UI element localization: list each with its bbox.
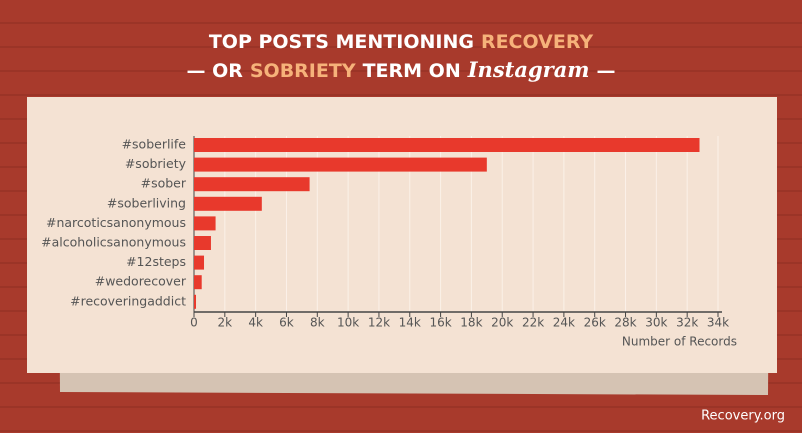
- bar: [194, 275, 202, 290]
- title-segment: Instagram: [467, 57, 590, 82]
- bar: [194, 157, 487, 172]
- y-tick-label: #recoveringaddict: [70, 293, 186, 308]
- bar: [194, 255, 205, 270]
- bar: [194, 294, 197, 309]
- x-tick-label: 18k: [460, 316, 482, 330]
- x-tick-label: 6k: [279, 316, 294, 330]
- bar: [194, 177, 310, 192]
- x-tick-label: 14k: [399, 316, 421, 330]
- y-tick-label: #sobriety: [125, 156, 187, 171]
- title-segment: SOBRIETY: [250, 60, 356, 82]
- x-tick-label: 10k: [337, 316, 359, 330]
- x-tick-label: 22k: [522, 316, 544, 330]
- x-tick-label: 0: [190, 316, 198, 330]
- bar: [194, 236, 211, 250]
- y-tick-label: #alcoholicsanonymous: [41, 235, 186, 250]
- x-tick-label: 28k: [614, 316, 636, 330]
- x-tick-label: 34k: [707, 316, 729, 330]
- x-tick-label: 12k: [368, 316, 390, 330]
- source: Recovery.org: [701, 409, 785, 424]
- title-segment: RECOVERY: [481, 31, 593, 53]
- x-tick-label: 20k: [491, 316, 513, 330]
- y-tick-label: #soberlife: [122, 137, 187, 152]
- y-tick-label: #sober: [141, 176, 187, 191]
- title-segment: — OR: [186, 60, 243, 82]
- x-tick-label: 24k: [553, 316, 575, 330]
- y-tick-label: #wedorecover: [95, 274, 187, 289]
- title-line: — OR SOBRIETY TERM ON Instagram —: [186, 57, 615, 82]
- y-tick-label: #12steps: [126, 254, 186, 269]
- bar: [194, 196, 262, 211]
- title-line: TOP POSTS MENTIONING RECOVERY: [209, 31, 594, 53]
- x-tick-label: 16k: [429, 316, 451, 330]
- title-segment: TERM ON: [363, 60, 461, 82]
- x-tick-label: 32k: [676, 316, 698, 330]
- bar: [194, 216, 216, 231]
- y-tick-label: #soberliving: [107, 195, 186, 210]
- x-tick-label: 4k: [248, 316, 263, 330]
- x-tick-label: 2k: [218, 316, 233, 330]
- x-axis-label: Number of Records: [622, 335, 737, 349]
- x-tick-label: 26k: [584, 316, 606, 330]
- title-segment: —: [597, 60, 616, 82]
- title-segment: TOP POSTS MENTIONING: [209, 31, 474, 53]
- y-tick-label: #narcoticsanonymous: [46, 215, 186, 230]
- x-tick-label: 30k: [645, 316, 667, 330]
- x-tick-label: 8k: [310, 316, 325, 330]
- bar: [194, 138, 700, 152]
